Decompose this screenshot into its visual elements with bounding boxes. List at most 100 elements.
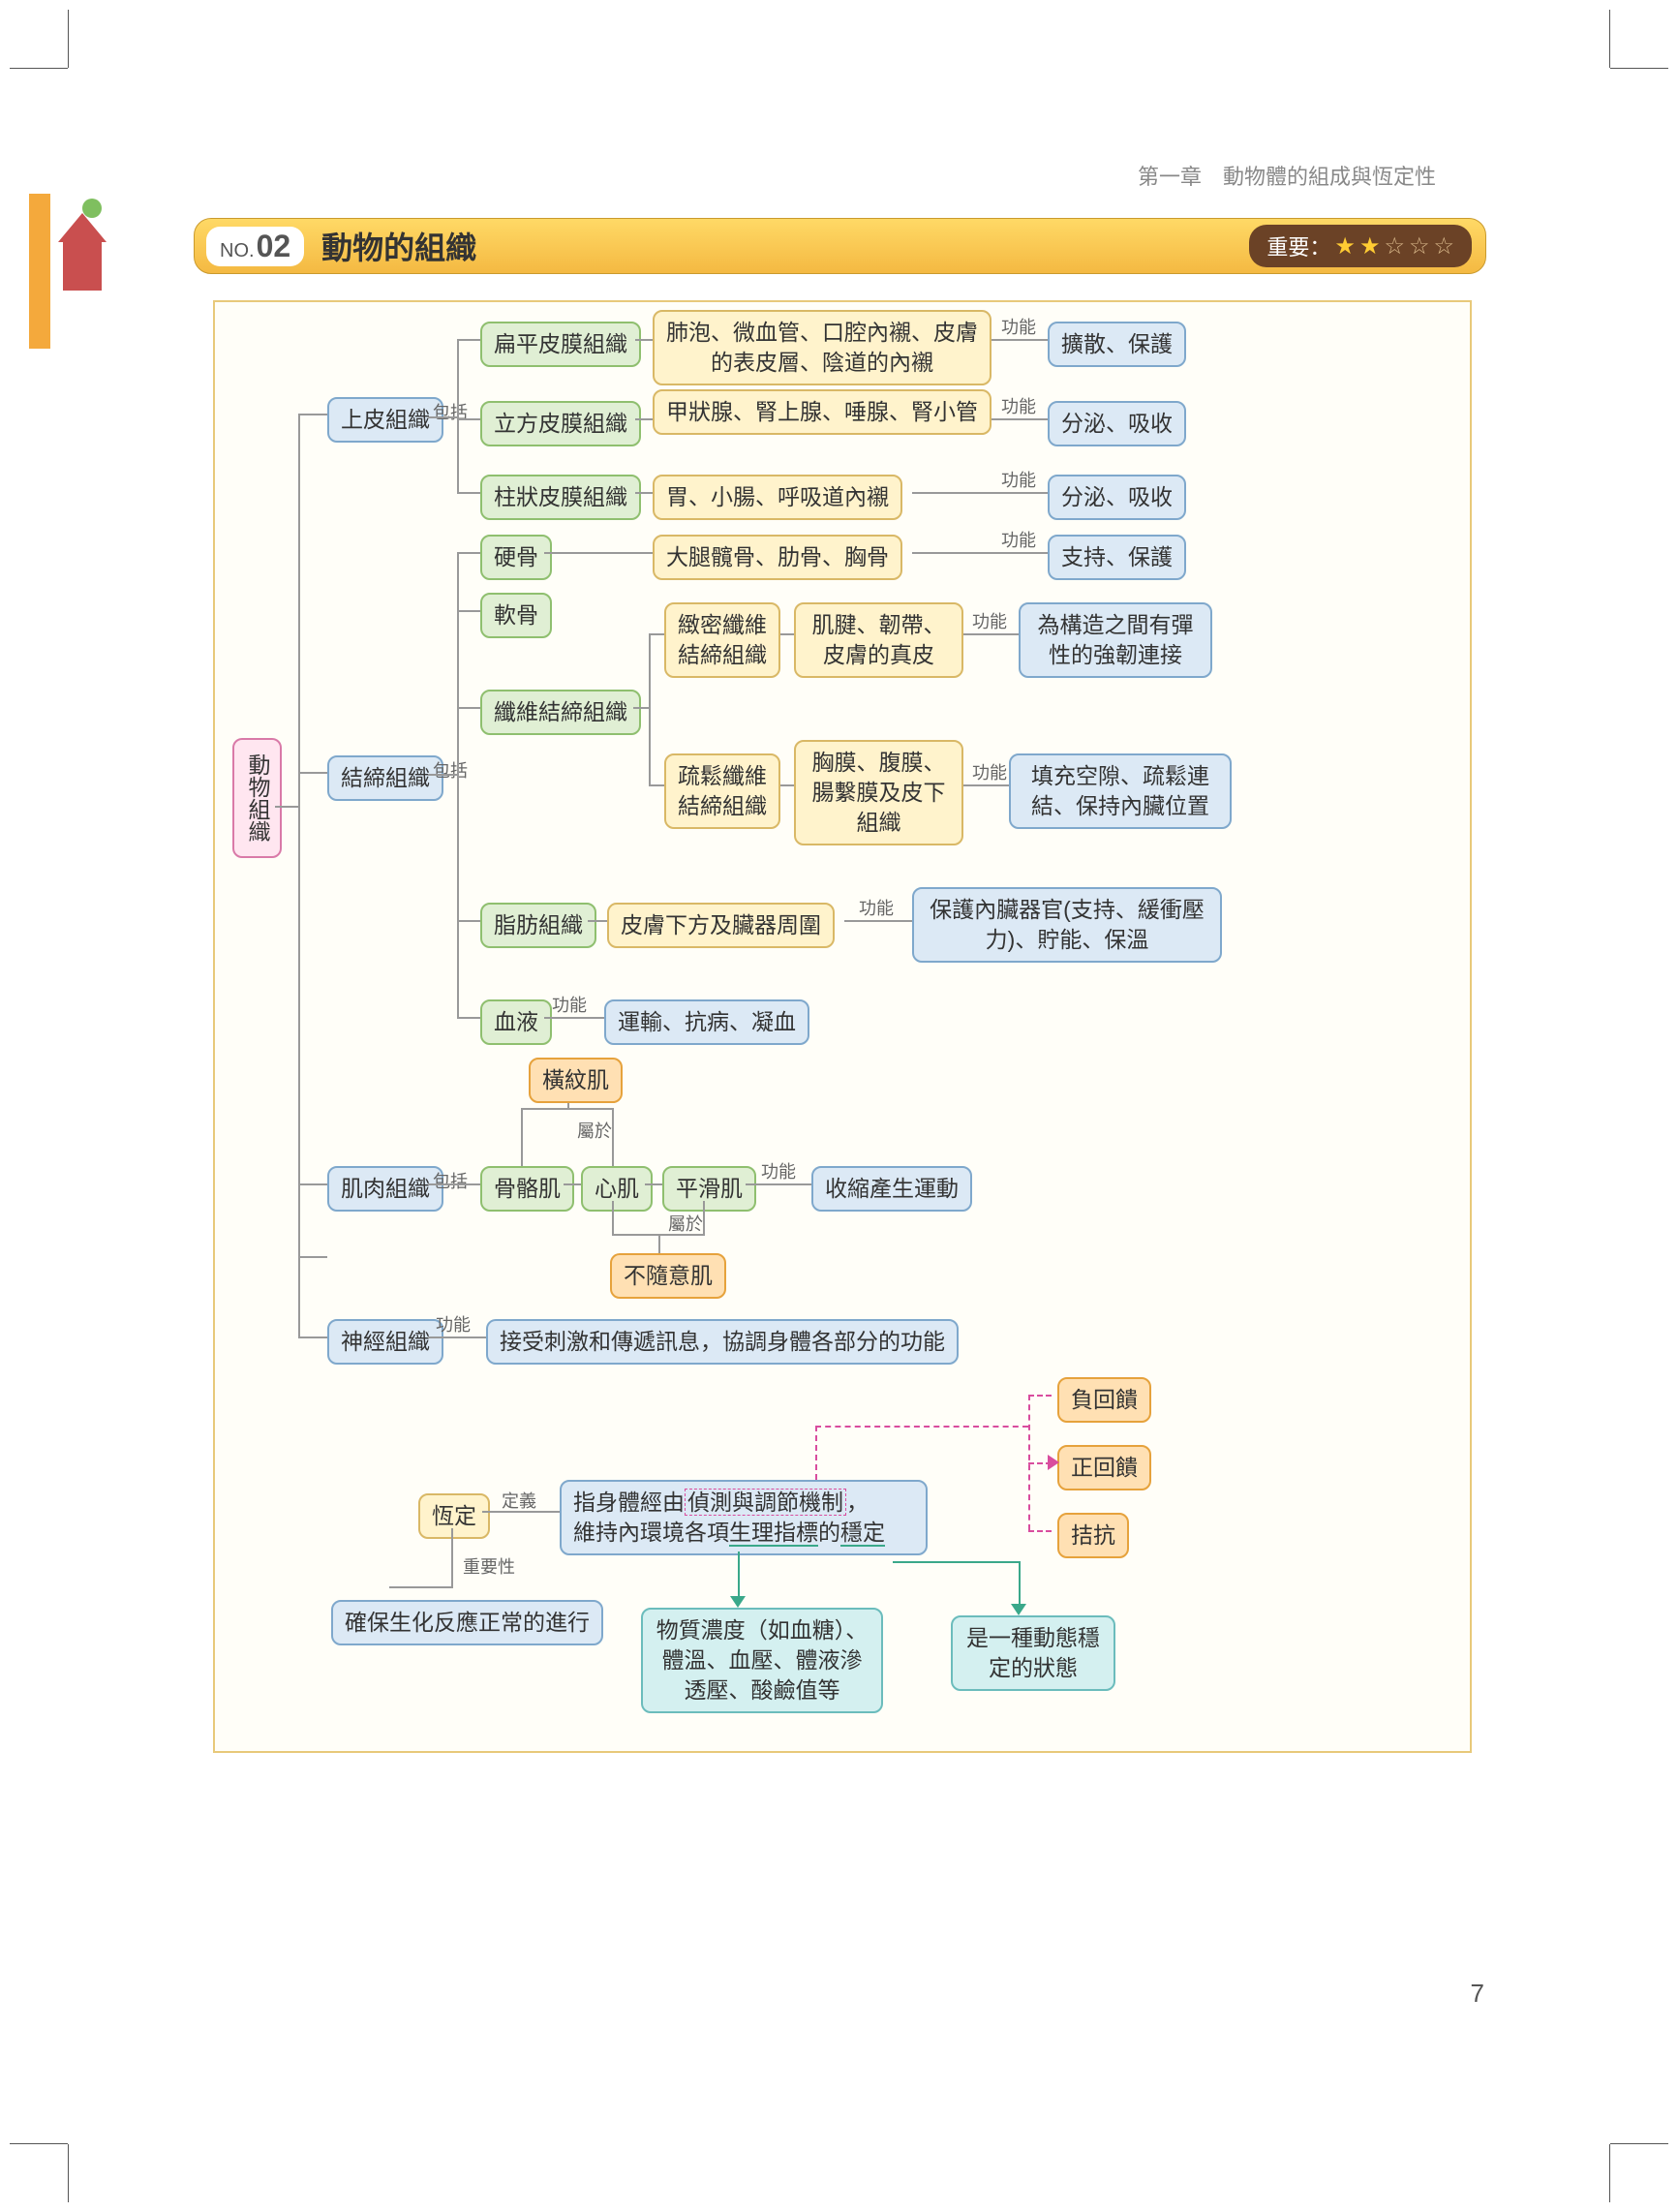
node-smooth: 平滑肌 xyxy=(662,1166,756,1212)
label-belongs: 屬於 xyxy=(577,1118,612,1143)
label-belongs: 屬於 xyxy=(668,1211,703,1236)
star-icon: ☆ xyxy=(1409,232,1430,261)
node-striated: 橫紋肌 xyxy=(529,1058,623,1103)
connector xyxy=(963,784,1009,786)
page-number: 7 xyxy=(1471,1979,1484,2009)
connector xyxy=(389,1586,453,1588)
connector xyxy=(428,416,457,418)
node-fat-fn: 保護內臟器官(支持、緩衝壓力)、貯能、保溫 xyxy=(912,887,1222,963)
crop-mark xyxy=(1610,68,1668,69)
connector xyxy=(649,633,651,784)
connector xyxy=(703,1201,705,1234)
connector xyxy=(298,414,327,415)
label-function: 功能 xyxy=(1001,467,1036,492)
node-hard-bone-fn: 支持、保護 xyxy=(1048,535,1186,580)
connector xyxy=(298,1256,327,1258)
node-loose-fiber-fn: 填充空隙、疏鬆連結、保持內臟位置 xyxy=(1009,753,1232,829)
label-includes: 包括 xyxy=(433,757,468,783)
importance-label: 重要： xyxy=(1266,230,1330,261)
connector xyxy=(428,1336,486,1338)
crop-mark xyxy=(10,2143,68,2144)
def-underline1: 偵測與調節機制 xyxy=(685,1489,846,1516)
arrow-icon xyxy=(730,1596,746,1608)
node-homeostasis: 恆定 xyxy=(418,1493,490,1539)
label-function: 功能 xyxy=(1001,314,1036,339)
connector xyxy=(612,1108,614,1166)
connector xyxy=(612,1201,614,1234)
connector xyxy=(457,552,459,1017)
node-epi-cube: 立方皮膜組織 xyxy=(480,401,641,446)
connector xyxy=(451,1528,453,1586)
connector xyxy=(457,492,480,494)
node-muscle-fn: 收縮產生運動 xyxy=(811,1166,972,1212)
connector xyxy=(521,1108,523,1166)
connector xyxy=(482,1511,560,1513)
connector xyxy=(457,339,480,341)
connector xyxy=(658,1234,660,1253)
section-title: 動物的組織 xyxy=(321,224,476,268)
label-importance: 重要性 xyxy=(463,1553,515,1579)
connector-teal xyxy=(1019,1561,1021,1608)
node-skeletal: 骨骼肌 xyxy=(480,1166,574,1212)
star-icon: ★ xyxy=(1359,232,1381,261)
connector xyxy=(844,920,912,922)
connector xyxy=(780,633,794,635)
node-blood-fn: 運輸、抗病、凝血 xyxy=(604,999,809,1045)
connector xyxy=(912,552,1048,554)
connector xyxy=(912,492,1048,494)
crop-mark xyxy=(68,2144,69,2202)
label-function: 功能 xyxy=(972,759,1007,784)
node-epithelial: 上皮組織 xyxy=(327,397,443,443)
node-neg-fb: 負回饋 xyxy=(1057,1377,1151,1423)
label-includes: 包括 xyxy=(433,399,468,424)
node-hard-bone: 硬骨 xyxy=(480,535,552,580)
connector xyxy=(633,707,649,709)
connector xyxy=(457,418,480,420)
connector xyxy=(457,339,459,492)
connector xyxy=(963,633,1019,635)
connector xyxy=(298,1256,300,1336)
node-hard-bone-ex: 大腿髖骨、肋骨、胸骨 xyxy=(653,535,902,580)
node-muscle: 肌肉組織 xyxy=(327,1166,443,1212)
node-epi-cube-fn: 分泌、吸收 xyxy=(1048,401,1186,446)
node-fat-ex: 皮膚下方及臟器周圍 xyxy=(607,903,835,948)
connector xyxy=(457,1017,480,1019)
connector-magenta xyxy=(1028,1395,1052,1397)
node-epi-col: 柱狀皮膜組織 xyxy=(480,475,641,520)
node-soft-bone: 軟骨 xyxy=(480,593,552,638)
connector xyxy=(544,552,653,554)
connector xyxy=(780,784,794,786)
node-nerve-fn: 接受刺激和傳遞訊息，協調身體各部分的功能 xyxy=(486,1319,959,1365)
node-loose-fiber-ex: 胸膜、腹膜、腸繫膜及皮下組織 xyxy=(794,740,963,845)
def-text: 指身體經由偵測與調節機制，維持內環境各項生理指標的穩定 xyxy=(573,1489,885,1547)
label-function: 功能 xyxy=(859,895,894,920)
crop-mark xyxy=(1610,2143,1668,2144)
connector-magenta xyxy=(815,1426,817,1480)
label-function: 功能 xyxy=(761,1158,796,1183)
connector xyxy=(298,1336,327,1338)
section-title-bar: NO. 02 動物的組織 重要： ★ ★ ☆ ☆ ☆ xyxy=(194,218,1486,274)
connector xyxy=(635,418,653,420)
connector xyxy=(564,1183,581,1185)
node-cardiac: 心肌 xyxy=(581,1166,653,1212)
chapter-header: 第一章 動物體的組成與恆定性 xyxy=(1138,160,1436,191)
node-epi-cube-ex: 甲狀腺、腎上腺、唾腺、腎小管 xyxy=(653,389,992,435)
node-epi-flat: 扁平皮膜組織 xyxy=(480,322,641,367)
section-number: NO. 02 xyxy=(206,227,304,266)
connector xyxy=(635,492,653,494)
connector xyxy=(645,1183,662,1185)
no-prefix: NO. xyxy=(220,240,255,262)
label-function: 功能 xyxy=(436,1311,471,1336)
node-indicators: 物質濃度（如血糖）、體溫、血壓、體液滲透壓、酸鹼值等 xyxy=(641,1608,883,1713)
node-dense-fiber-fn: 為構造之間有彈性的強韌連接 xyxy=(1019,602,1212,678)
node-epi-flat-fn: 擴散、保護 xyxy=(1048,322,1186,367)
connector xyxy=(457,707,480,709)
connector-magenta xyxy=(1028,1530,1052,1532)
label-function: 功能 xyxy=(552,992,587,1017)
label-function: 功能 xyxy=(1001,393,1036,418)
star-icon: ☆ xyxy=(1433,232,1454,261)
node-nerve: 神經組織 xyxy=(327,1319,443,1365)
connector xyxy=(588,920,607,922)
label-includes: 包括 xyxy=(433,1168,468,1193)
node-homeo-imp: 確保生化反應正常的進行 xyxy=(331,1600,603,1645)
